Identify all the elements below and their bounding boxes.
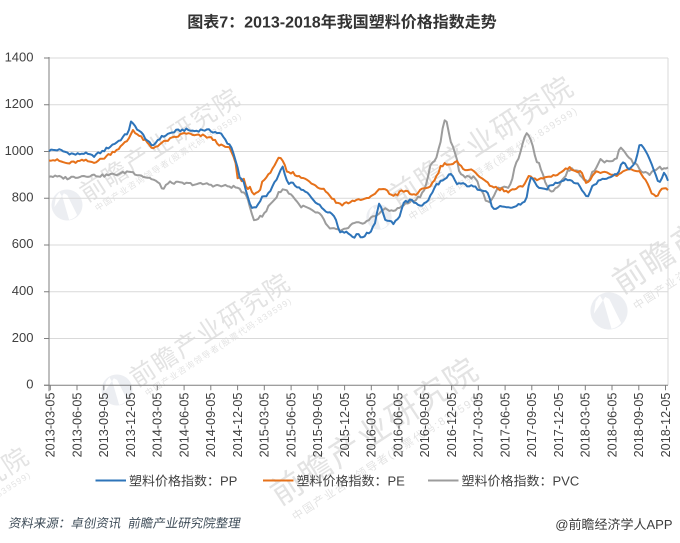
svg-text:2016-06-05: 2016-06-05 — [391, 393, 405, 458]
svg-text:2016-09-05: 2016-09-05 — [418, 393, 432, 458]
svg-text:2014-03-05: 2014-03-05 — [151, 393, 165, 458]
svg-text:2017-09-05: 2017-09-05 — [525, 393, 539, 458]
svg-text:2013-03-05: 2013-03-05 — [44, 393, 58, 458]
svg-text:0: 0 — [26, 377, 33, 392]
svg-text:2018-03-05: 2018-03-05 — [579, 393, 593, 458]
svg-text:2016-03-05: 2016-03-05 — [365, 393, 379, 458]
svg-text:2017-06-05: 2017-06-05 — [498, 393, 512, 458]
svg-text:400: 400 — [12, 283, 34, 298]
svg-text:800: 800 — [12, 190, 34, 205]
svg-text:200: 200 — [12, 330, 34, 345]
svg-text:2016-12-05: 2016-12-05 — [445, 393, 459, 458]
svg-text:2014-12-05: 2014-12-05 — [231, 393, 245, 458]
svg-text:2013-09-05: 2013-09-05 — [97, 393, 111, 458]
svg-text:2018-12-05: 2018-12-05 — [659, 393, 673, 458]
svg-text:1000: 1000 — [5, 143, 34, 158]
svg-text:2014-06-05: 2014-06-05 — [178, 393, 192, 458]
svg-text:2017-12-05: 2017-12-05 — [552, 393, 566, 458]
svg-text:2015-12-05: 2015-12-05 — [338, 393, 352, 458]
svg-text:1200: 1200 — [5, 96, 34, 111]
svg-text:1400: 1400 — [5, 49, 34, 64]
svg-text:2013-12-05: 2013-12-05 — [124, 393, 138, 458]
svg-text:600: 600 — [12, 236, 34, 251]
svg-text:2015-03-05: 2015-03-05 — [258, 393, 272, 458]
svg-text:2018-06-05: 2018-06-05 — [605, 393, 619, 458]
svg-text:2013-06-05: 2013-06-05 — [71, 393, 85, 458]
svg-text:2018-09-05: 2018-09-05 — [632, 393, 646, 458]
svg-text:2017-03-05: 2017-03-05 — [472, 393, 486, 458]
svg-text:2015-06-05: 2015-06-05 — [284, 393, 298, 458]
svg-text:2014-09-05: 2014-09-05 — [204, 393, 218, 458]
svg-text:2015-09-05: 2015-09-05 — [311, 393, 325, 458]
